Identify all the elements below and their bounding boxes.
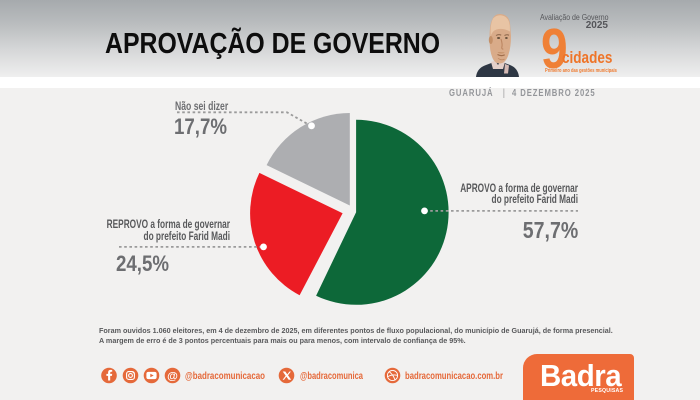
svg-text:badracomunicacao.com.br: badracomunicacao.com.br (405, 371, 503, 382)
svg-text:@: @ (167, 370, 178, 382)
svg-text:@badracomunica: @badracomunica (300, 371, 363, 382)
svg-text:@badracomunicacao: @badracomunicacao (185, 371, 265, 382)
